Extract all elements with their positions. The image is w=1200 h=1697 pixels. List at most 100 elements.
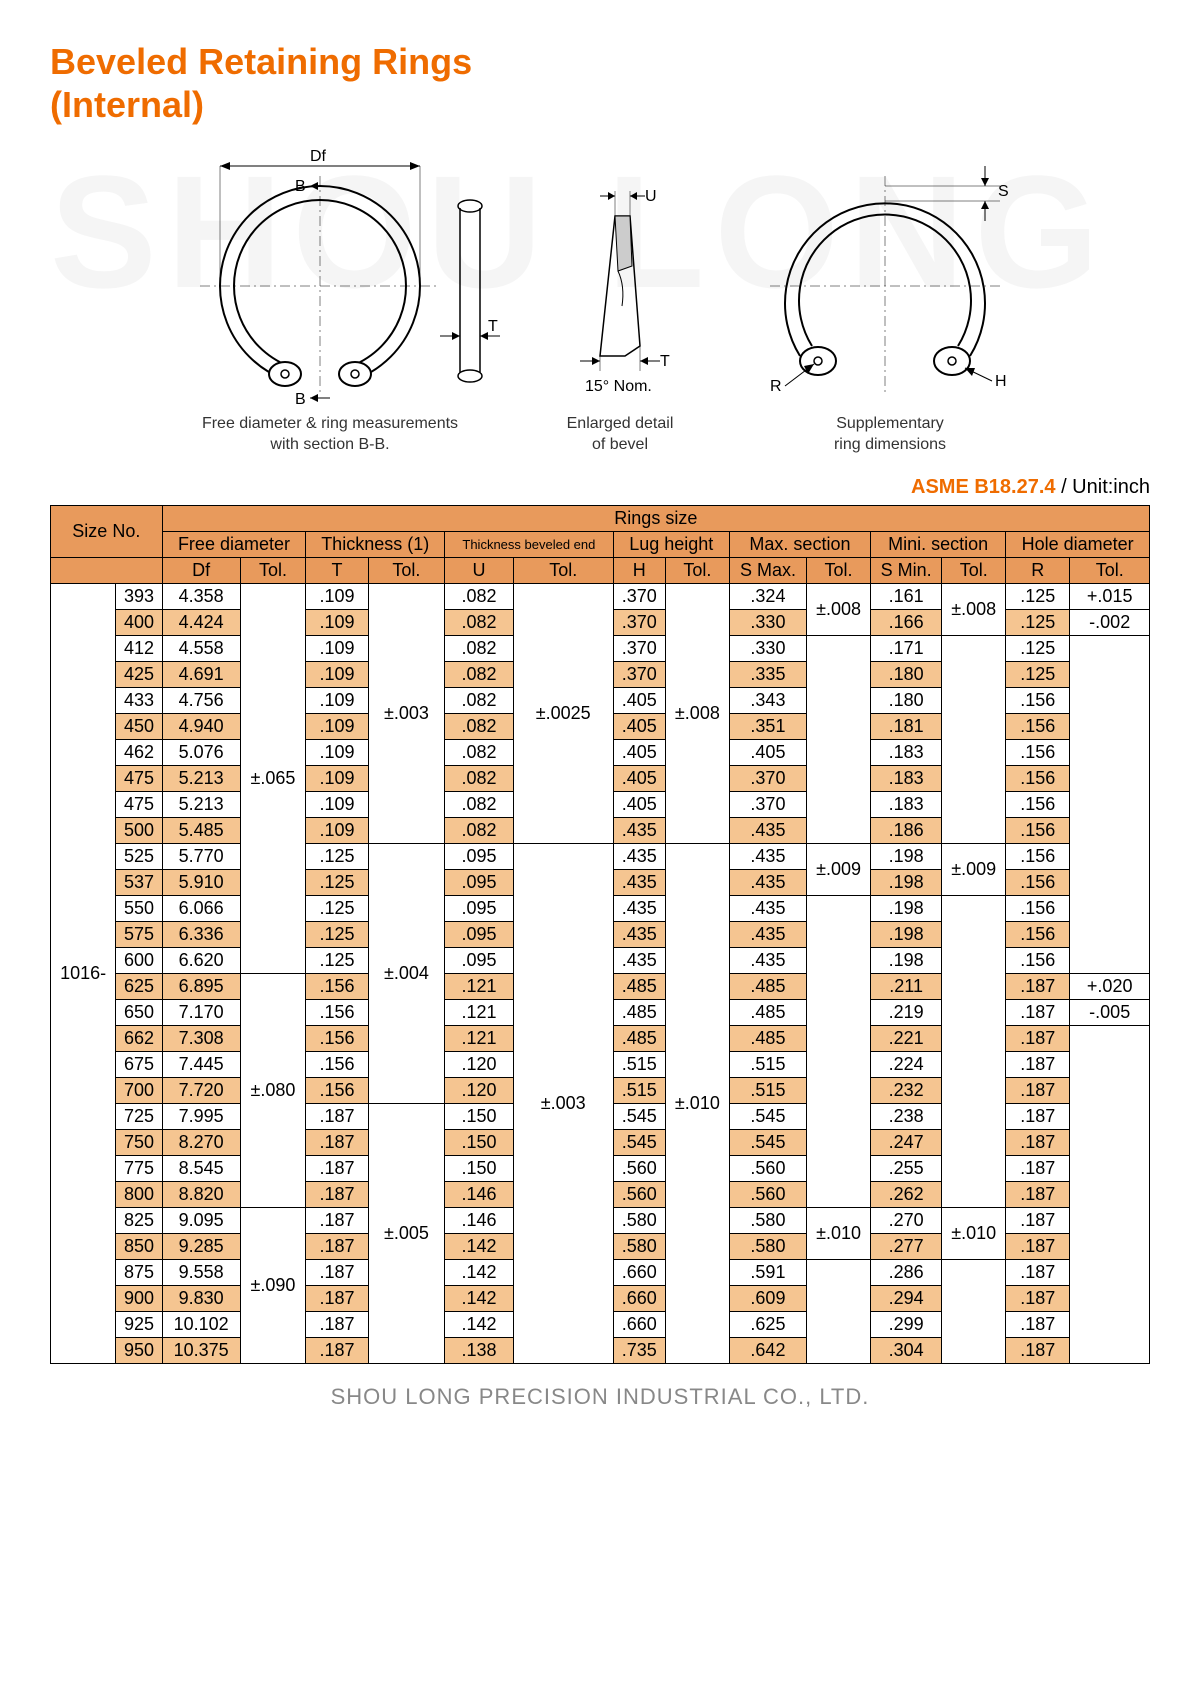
cell-r: .187 (1006, 1025, 1070, 1051)
diagram-supp: S R H Supplementary ring dimensio (740, 146, 1040, 456)
cell-u: .121 (445, 999, 514, 1025)
cell-h: .515 (613, 1051, 665, 1077)
title-line1: Beveled Retaining Rings (50, 41, 472, 82)
cell-r: .187 (1006, 1337, 1070, 1363)
cell-smin: .180 (871, 661, 942, 687)
cell-r: .125 (1006, 609, 1070, 635)
label-t: T (488, 318, 498, 335)
cell-t: .187 (306, 1259, 368, 1285)
cell-smax: .370 (729, 791, 806, 817)
cell-smax: .591 (729, 1259, 806, 1285)
cell-smax: .545 (729, 1103, 806, 1129)
cell-r: .187 (1006, 1181, 1070, 1207)
cell-smax: .370 (729, 765, 806, 791)
cell-smax: .435 (729, 843, 806, 869)
cell-smax: .580 (729, 1207, 806, 1233)
cell-smin: .219 (871, 999, 942, 1025)
cell-t: .156 (306, 1077, 368, 1103)
cell-r: .125 (1006, 661, 1070, 687)
cell-h: .435 (613, 895, 665, 921)
cell-sz: 650 (116, 999, 162, 1025)
cell-smax: .435 (729, 895, 806, 921)
cell-h: .560 (613, 1181, 665, 1207)
cell-smin: .161 (871, 583, 942, 609)
cell-t: .109 (306, 661, 368, 687)
hdr-tol-5: Tol. (807, 557, 871, 583)
cell-t: .125 (306, 895, 368, 921)
cell-smax: .545 (729, 1129, 806, 1155)
cell-smin: .286 (871, 1259, 942, 1285)
cell-t: .187 (306, 1311, 368, 1337)
cell-u: .082 (445, 791, 514, 817)
cell-u: .120 (445, 1051, 514, 1077)
cell-r: .187 (1006, 1051, 1070, 1077)
cell-df: 5.213 (162, 791, 240, 817)
cell-sz: 475 (116, 765, 162, 791)
cell-smax: .351 (729, 713, 806, 739)
cell-sz: 537 (116, 869, 162, 895)
d3-cap-1: Supplementary (836, 415, 944, 432)
cell-sz: 700 (116, 1077, 162, 1103)
cell-u: .082 (445, 765, 514, 791)
cell-df: 7.445 (162, 1051, 240, 1077)
cell-sz: 425 (116, 661, 162, 687)
hdr-size-no: Size No. (51, 505, 163, 557)
cell-h: .370 (613, 583, 665, 609)
cell-r: .156 (1006, 765, 1070, 791)
cell-smax: .515 (729, 1077, 806, 1103)
cell-tol-smax (807, 1259, 871, 1363)
cell-u: .121 (445, 1025, 514, 1051)
cell-smin: .247 (871, 1129, 942, 1155)
cell-tol-t: ±.004 (368, 843, 444, 1103)
hdr-smax: S Max. (729, 557, 806, 583)
cell-t: .109 (306, 713, 368, 739)
cell-t: .109 (306, 583, 368, 609)
cell-u: .142 (445, 1259, 514, 1285)
cell-smax: .485 (729, 1025, 806, 1051)
cell-h: .405 (613, 739, 665, 765)
label-h: H (995, 373, 1007, 390)
hdr-tol-1: Tol. (240, 557, 306, 583)
cell-r: .187 (1006, 1129, 1070, 1155)
cell-h: .660 (613, 1259, 665, 1285)
cell-sz: 625 (116, 973, 162, 999)
cell-t: .109 (306, 687, 368, 713)
cell-u: .146 (445, 1207, 514, 1233)
cell-h: .435 (613, 817, 665, 843)
cell-smax: .625 (729, 1311, 806, 1337)
cell-t: .156 (306, 999, 368, 1025)
cell-tol-r (1070, 1025, 1150, 1363)
cell-r: .156 (1006, 713, 1070, 739)
cell-r: .156 (1006, 843, 1070, 869)
cell-df: 5.910 (162, 869, 240, 895)
cell-h: .370 (613, 609, 665, 635)
cell-tol-r: +.015 (1070, 583, 1150, 609)
d1-cap-1: Free diameter & ring measurements (202, 415, 458, 432)
cell-t: .187 (306, 1233, 368, 1259)
hdr-df: Df (162, 557, 240, 583)
cell-sz: 462 (116, 739, 162, 765)
cell-u: .095 (445, 947, 514, 973)
hdr-tol-2: Tol. (368, 557, 444, 583)
cell-smax: .642 (729, 1337, 806, 1363)
cell-df: 6.895 (162, 973, 240, 999)
cell-t: .187 (306, 1181, 368, 1207)
cell-tol-smin: ±.008 (942, 583, 1006, 635)
cell-smin: .171 (871, 635, 942, 661)
cell-smin: .183 (871, 791, 942, 817)
cell-sz: 525 (116, 843, 162, 869)
cell-r: .187 (1006, 1207, 1070, 1233)
table-body: 1016-3934.358±.065.109±.003.082±.0025.37… (51, 583, 1150, 1363)
cell-smin: .270 (871, 1207, 942, 1233)
cell-h: .560 (613, 1155, 665, 1181)
hdr-tol-6: Tol. (942, 557, 1006, 583)
cell-sz: 393 (116, 583, 162, 609)
diagram-front-svg: Df B B (160, 146, 500, 406)
cell-t: .125 (306, 843, 368, 869)
cell-sz: 475 (116, 791, 162, 817)
cell-smin: .304 (871, 1337, 942, 1363)
cell-sz: 750 (116, 1129, 162, 1155)
cell-u: .150 (445, 1103, 514, 1129)
cell-t: .109 (306, 791, 368, 817)
cell-smin: .232 (871, 1077, 942, 1103)
